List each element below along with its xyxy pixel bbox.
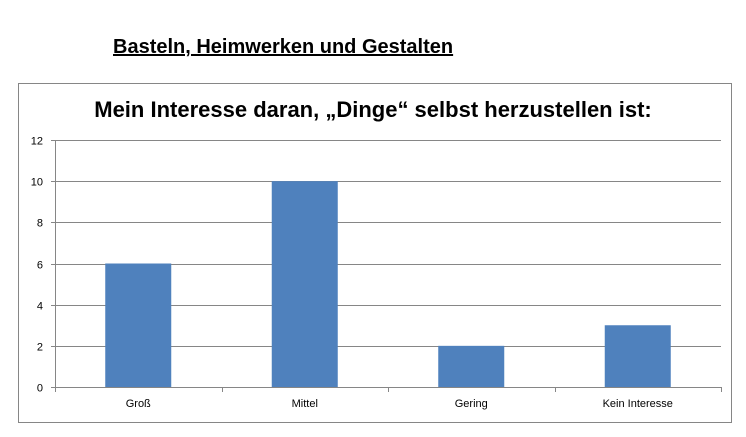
x-tick-label: Kein Interesse xyxy=(603,398,673,410)
y-tick-label: 10 xyxy=(31,177,43,189)
x-tick-label: Mittel xyxy=(292,398,318,410)
y-tick-label: 8 xyxy=(37,218,43,230)
bar xyxy=(271,181,338,387)
bar xyxy=(604,325,671,387)
page-heading: Basteln, Heimwerken und Gestalten xyxy=(113,36,454,58)
bars xyxy=(105,181,671,387)
y-tick-label: 4 xyxy=(37,301,43,313)
bar xyxy=(105,263,172,387)
y-axis-ticks: 0 2 4 6 8 10 12 xyxy=(31,136,56,395)
bar xyxy=(438,345,505,387)
chart-title: Mein Interesse daran, „Dinge“ selbst her… xyxy=(94,97,652,122)
x-axis-ticks: Groß Mittel Gering Kein Interesse xyxy=(55,387,722,410)
y-tick-label: 12 xyxy=(31,136,43,148)
y-tick-label: 6 xyxy=(37,260,43,272)
x-tick-label: Groß xyxy=(126,398,151,410)
y-tick-label: 2 xyxy=(37,342,43,354)
y-tick-label: 0 xyxy=(37,383,43,395)
x-tick-label: Gering xyxy=(455,398,488,410)
